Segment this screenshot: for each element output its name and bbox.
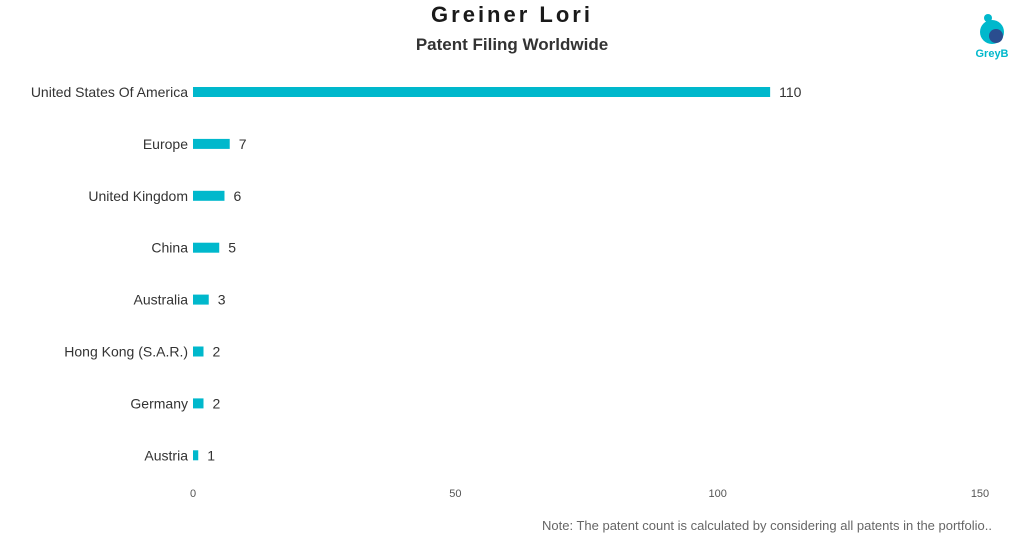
data-label: 3	[218, 292, 226, 308]
x-tick-label: 100	[708, 488, 726, 500]
bar	[193, 190, 225, 201]
data-label: 5	[228, 240, 236, 256]
category-label: Australia	[134, 292, 189, 308]
logo-text: GreyB	[975, 48, 1009, 60]
bar	[193, 242, 220, 253]
bar	[193, 450, 199, 461]
greyb-logo-icon	[980, 14, 1004, 44]
data-label: 6	[233, 188, 241, 204]
data-label: 2	[212, 395, 220, 411]
chart-title: Greiner Lori	[431, 2, 593, 27]
category-label: Hong Kong (S.A.R.)	[64, 344, 188, 360]
bar	[193, 87, 771, 97]
data-label: 7	[239, 136, 247, 152]
x-tick-label: 150	[971, 488, 989, 500]
bar	[193, 346, 204, 357]
category-label: Europe	[143, 136, 188, 152]
data-label: 110	[779, 84, 802, 100]
x-tick-label: 50	[449, 488, 461, 500]
category-label: United Kingdom	[88, 188, 188, 204]
footer-note: Note: The patent count is calculated by …	[542, 518, 992, 533]
x-tick-label: 0	[190, 488, 196, 500]
bar	[193, 398, 204, 409]
category-label: China	[151, 240, 188, 256]
data-label: 1	[207, 447, 215, 463]
category-label: Austria	[144, 447, 188, 463]
category-label: United States Of America	[31, 84, 188, 100]
bar	[193, 294, 209, 305]
category-label: Germany	[130, 395, 188, 411]
bar	[193, 138, 230, 149]
greyb-logo: GreyB	[968, 10, 1016, 66]
chart-subtitle: Patent Filing Worldwide	[415, 35, 609, 54]
data-label: 2	[212, 344, 220, 360]
